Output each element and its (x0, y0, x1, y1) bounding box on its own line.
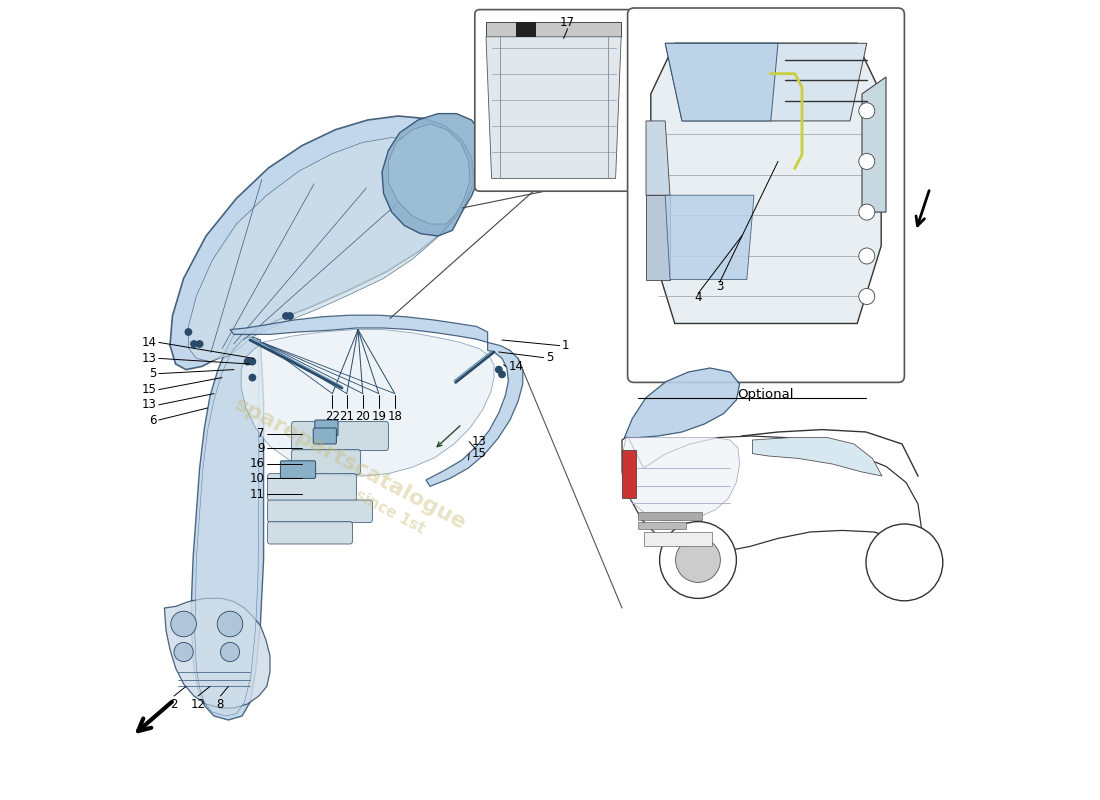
Circle shape (174, 642, 194, 662)
Circle shape (859, 248, 874, 264)
Text: 9: 9 (257, 442, 264, 454)
Text: 13: 13 (142, 398, 156, 411)
Circle shape (190, 341, 197, 347)
Circle shape (197, 341, 202, 347)
Bar (638, 522, 686, 529)
Text: 15: 15 (472, 447, 486, 460)
Polygon shape (666, 195, 754, 280)
FancyBboxPatch shape (292, 422, 388, 450)
Circle shape (859, 289, 874, 305)
Bar (516, 22, 536, 37)
Circle shape (250, 358, 255, 365)
Polygon shape (486, 37, 621, 178)
Bar (486, 22, 621, 37)
Text: 12: 12 (190, 698, 206, 711)
Text: 11: 11 (250, 488, 264, 501)
Circle shape (866, 524, 943, 601)
Polygon shape (621, 436, 922, 552)
Text: Optional: Optional (738, 388, 794, 401)
Circle shape (170, 611, 197, 637)
Text: 2: 2 (170, 698, 178, 711)
FancyBboxPatch shape (315, 420, 338, 436)
Text: 3: 3 (716, 280, 724, 293)
Text: 21: 21 (339, 410, 354, 422)
Polygon shape (646, 121, 670, 195)
Circle shape (498, 371, 505, 378)
Text: 14: 14 (142, 336, 156, 349)
Text: 22: 22 (324, 410, 340, 422)
Text: 1: 1 (562, 339, 570, 352)
Text: 17: 17 (560, 16, 575, 29)
Polygon shape (426, 342, 522, 486)
Polygon shape (752, 438, 882, 476)
Polygon shape (164, 598, 270, 708)
Text: 16: 16 (250, 458, 264, 470)
FancyBboxPatch shape (292, 450, 361, 474)
Circle shape (244, 358, 251, 365)
FancyBboxPatch shape (628, 8, 904, 382)
FancyBboxPatch shape (314, 428, 337, 444)
Polygon shape (230, 315, 487, 342)
Polygon shape (195, 338, 258, 716)
Text: 14: 14 (508, 360, 524, 373)
Text: 13: 13 (142, 352, 156, 365)
Text: 6: 6 (148, 414, 156, 426)
Text: 4: 4 (694, 291, 702, 304)
Text: 8: 8 (217, 698, 224, 711)
FancyBboxPatch shape (267, 474, 356, 501)
Polygon shape (382, 114, 484, 236)
Circle shape (496, 366, 502, 373)
Bar (638, 512, 702, 520)
Circle shape (283, 313, 289, 319)
Polygon shape (191, 334, 264, 720)
Circle shape (217, 611, 243, 637)
Polygon shape (170, 116, 474, 370)
Circle shape (859, 154, 874, 170)
Polygon shape (862, 77, 886, 212)
Text: 15: 15 (142, 383, 156, 396)
Polygon shape (666, 43, 778, 121)
Circle shape (287, 313, 294, 319)
Text: 19: 19 (372, 410, 386, 422)
Polygon shape (625, 368, 739, 438)
Polygon shape (666, 43, 867, 121)
Polygon shape (651, 43, 881, 323)
Bar (644, 532, 712, 546)
Polygon shape (646, 195, 670, 280)
FancyBboxPatch shape (280, 461, 316, 478)
FancyBboxPatch shape (267, 522, 352, 544)
Text: 10: 10 (250, 472, 264, 485)
Text: sparepartscatalogue: sparepartscatalogue (231, 394, 470, 534)
Text: since 1st: since 1st (353, 487, 427, 537)
Text: 20: 20 (355, 410, 371, 422)
Text: 5: 5 (546, 351, 553, 364)
Bar (621, 450, 637, 498)
Circle shape (859, 204, 874, 220)
Circle shape (660, 522, 736, 598)
Circle shape (185, 329, 191, 335)
Circle shape (250, 374, 255, 381)
Text: 18: 18 (387, 410, 403, 422)
Polygon shape (241, 330, 494, 476)
Text: 13: 13 (472, 435, 486, 448)
Polygon shape (388, 124, 470, 224)
Circle shape (675, 538, 720, 582)
FancyBboxPatch shape (475, 10, 632, 191)
FancyBboxPatch shape (267, 500, 373, 522)
Circle shape (220, 642, 240, 662)
Text: 5: 5 (148, 367, 156, 380)
Text: 7: 7 (257, 427, 264, 440)
Polygon shape (188, 138, 461, 362)
Circle shape (859, 102, 874, 118)
Polygon shape (621, 438, 739, 521)
